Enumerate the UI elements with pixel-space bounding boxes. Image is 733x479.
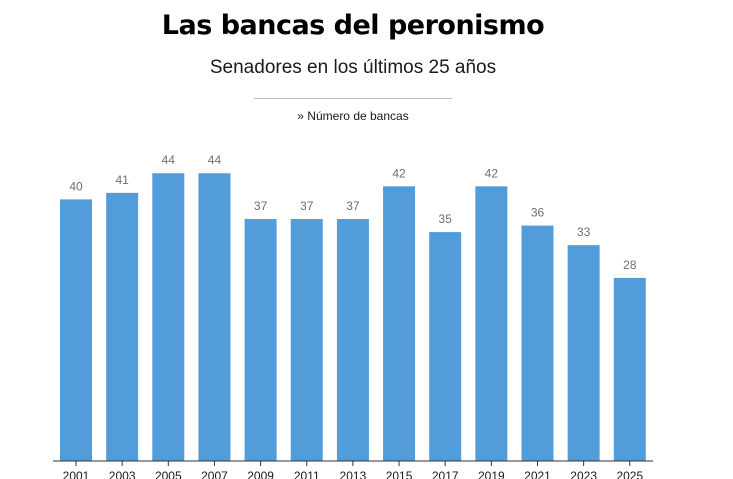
x-tick-label-2023: 2023	[570, 469, 597, 479]
x-tick-label-2015: 2015	[386, 469, 413, 479]
x-tick-label-2021: 2021	[524, 469, 551, 479]
value-label-2013: 37	[346, 199, 360, 213]
value-label-2025: 28	[623, 258, 637, 272]
bar-2009	[244, 219, 277, 461]
bar-2003	[106, 192, 139, 462]
x-tick-label-2019: 2019	[478, 469, 505, 479]
header-divider	[254, 98, 452, 99]
bar-2011	[290, 219, 323, 461]
value-label-2017: 35	[439, 212, 453, 226]
bar-2025	[613, 277, 646, 461]
value-label-2011: 37	[300, 199, 314, 213]
value-label-2015: 42	[392, 166, 406, 180]
bar-2005	[152, 173, 185, 462]
x-tick-label-2001: 2001	[63, 469, 90, 479]
x-tick-label-2009: 2009	[247, 469, 274, 479]
chart-subtitle: Senadores en los últimos 25 años	[209, 57, 497, 78]
bar-2007	[198, 173, 231, 462]
bar-2021	[521, 225, 554, 461]
value-label-2021: 36	[531, 206, 545, 220]
value-label-2023: 33	[577, 225, 591, 239]
value-label-2007: 44	[208, 153, 222, 167]
value-label-2019: 42	[485, 166, 499, 180]
bar-2019	[475, 186, 508, 461]
x-tick-label-2005: 2005	[155, 469, 182, 479]
bar-2015	[383, 186, 416, 461]
value-label-2003: 41	[115, 173, 129, 187]
value-label-2009: 37	[254, 199, 268, 213]
bar-2013	[336, 219, 369, 461]
bar-2017	[429, 232, 462, 461]
value-label-2001: 40	[69, 179, 83, 193]
x-tick-label-2013: 2013	[340, 469, 367, 479]
chart-title: Las bancas del peronismo	[161, 10, 545, 41]
x-tick-label-2025: 2025	[616, 469, 643, 479]
bar-2023	[567, 245, 600, 461]
x-tick-label-2017: 2017	[432, 469, 459, 479]
x-tick-label-2011: 2011	[294, 469, 320, 479]
x-tick-label-2007: 2007	[201, 469, 228, 479]
legend-label: » Número de bancas	[297, 109, 409, 123]
x-tick-label-2003: 2003	[109, 469, 136, 479]
value-label-2005: 44	[162, 153, 176, 167]
bar-2001	[60, 199, 92, 461]
